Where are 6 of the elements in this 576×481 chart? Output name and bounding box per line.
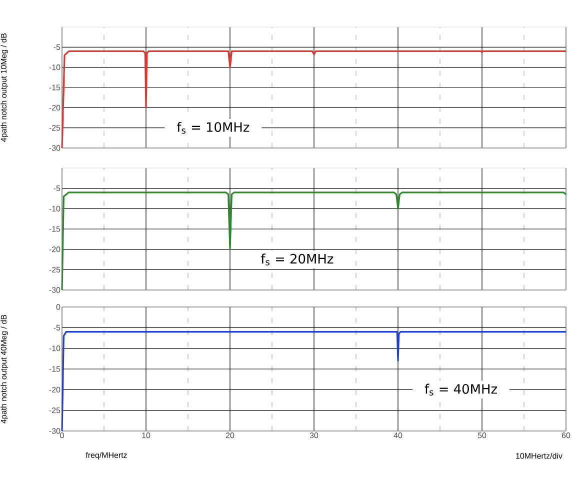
annotation: f$_{s}$ = 10MHz	[176, 122, 250, 134]
annotation: f$_{s}$ = 20MHz	[260, 254, 334, 266]
annotation: f$_{s}$ = 40MHz	[424, 384, 497, 396]
line-series	[61, 192, 567, 291]
line-series	[61, 50, 567, 149]
line-series	[61, 331, 567, 432]
